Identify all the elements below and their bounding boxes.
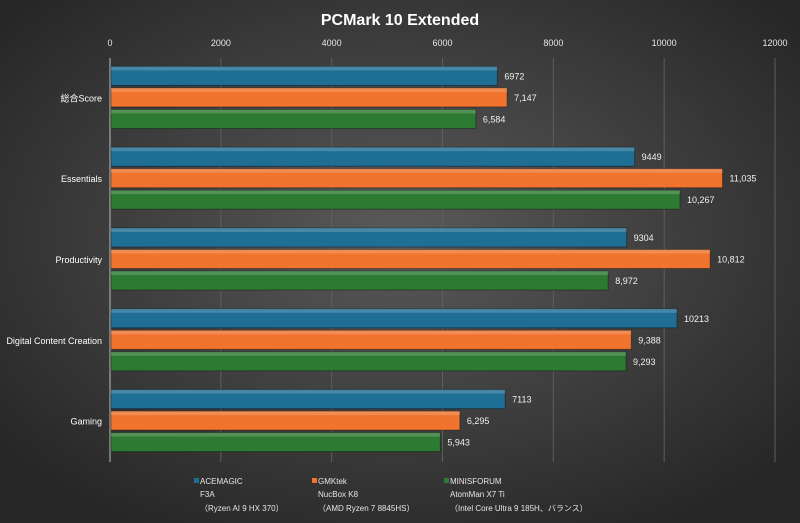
category-label: Productivity	[55, 255, 102, 265]
data-label: 6972	[504, 71, 524, 81]
legend-label-model: AtomMan X7 Ti	[450, 490, 505, 499]
category-label: 総合Score	[60, 92, 102, 103]
bar	[110, 189, 681, 210]
bar	[110, 227, 628, 248]
legend-label-spec: （Intel Core Ultra 9 185H、バランス）	[450, 504, 588, 513]
bar-highlight	[111, 308, 677, 313]
legend-swatch	[194, 478, 199, 483]
bar-highlight	[111, 190, 680, 195]
data-label: 10,267	[687, 195, 715, 205]
bar	[110, 432, 441, 453]
bar-highlight	[111, 432, 441, 437]
bar-highlight	[111, 66, 498, 71]
bar	[110, 389, 506, 410]
bar-highlight	[111, 389, 506, 394]
data-label: 5,943	[447, 438, 470, 448]
data-label: 6,584	[483, 114, 506, 124]
bar	[110, 108, 477, 129]
bar-highlight	[111, 87, 508, 92]
bar-highlight	[111, 411, 460, 416]
x-tick-label: 0	[107, 38, 112, 48]
bar	[110, 168, 724, 189]
data-label: 9304	[634, 233, 654, 243]
bar	[110, 146, 636, 167]
data-label: 8,972	[615, 276, 638, 286]
data-label: 9,293	[633, 357, 656, 367]
legend-swatch	[444, 478, 449, 483]
bar	[110, 308, 678, 329]
category-label: Essentials	[61, 174, 103, 184]
legend-label: ACEMAGIC	[200, 477, 243, 486]
bar	[110, 87, 508, 108]
x-tick-label: 6000	[432, 38, 452, 48]
x-tick-label: 4000	[322, 38, 342, 48]
data-label: 6,295	[467, 416, 490, 426]
chart-title: PCMark 10 Extended	[321, 12, 479, 29]
bar	[110, 329, 632, 350]
data-label: 7113	[512, 395, 531, 405]
bar	[110, 270, 609, 291]
legend-label: MINISFORUM	[450, 477, 502, 486]
legend-label-model: F3A	[200, 490, 215, 499]
legend-swatch	[312, 478, 317, 483]
category-label: Digital Content Creation	[6, 336, 102, 346]
legend-label-spec: （Ryzen AI 9 HX 370）	[200, 504, 284, 513]
legend-label-model: NucBox K8	[318, 490, 359, 499]
x-tick-label: 12000	[762, 38, 787, 48]
bar-highlight	[111, 168, 723, 173]
bar	[110, 351, 627, 372]
bar-highlight	[111, 330, 632, 335]
data-label: 9449	[642, 152, 662, 162]
x-tick-label: 2000	[211, 38, 231, 48]
data-label: 10,812	[717, 255, 745, 265]
bar	[110, 65, 498, 86]
x-tick-label: 10000	[652, 38, 677, 48]
data-label: 11,035	[730, 174, 757, 184]
legend-label-spec: （AMD Ryzen 7 8845HS）	[318, 504, 414, 513]
bar-highlight	[111, 249, 711, 254]
bar	[110, 249, 711, 269]
bar-highlight	[111, 271, 609, 275]
data-label: 10213	[684, 314, 709, 324]
data-label: 7,147	[514, 93, 537, 103]
bar-highlight	[111, 109, 476, 114]
bar-highlight	[111, 228, 627, 232]
bar-highlight	[111, 351, 626, 356]
legend-label: GMKtek	[318, 477, 348, 486]
bar	[110, 410, 461, 431]
category-label: Gaming	[70, 417, 102, 427]
data-label: 9,388	[638, 335, 661, 345]
x-tick-label: 8000	[543, 38, 563, 48]
bar-highlight	[111, 147, 635, 152]
